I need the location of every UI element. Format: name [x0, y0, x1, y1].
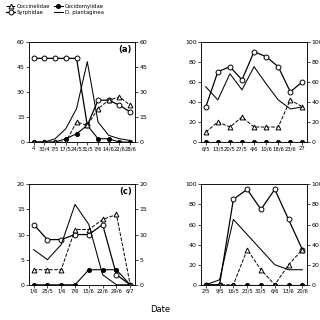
Legend: Coccinelidae, Syrphidae, Cecidomyiidae, D. plantaginea: Coccinelidae, Syrphidae, Cecidomyiidae, … — [6, 4, 104, 15]
Text: (a): (a) — [118, 44, 132, 54]
Text: Date: Date — [150, 305, 170, 314]
Text: (c): (c) — [119, 187, 132, 196]
